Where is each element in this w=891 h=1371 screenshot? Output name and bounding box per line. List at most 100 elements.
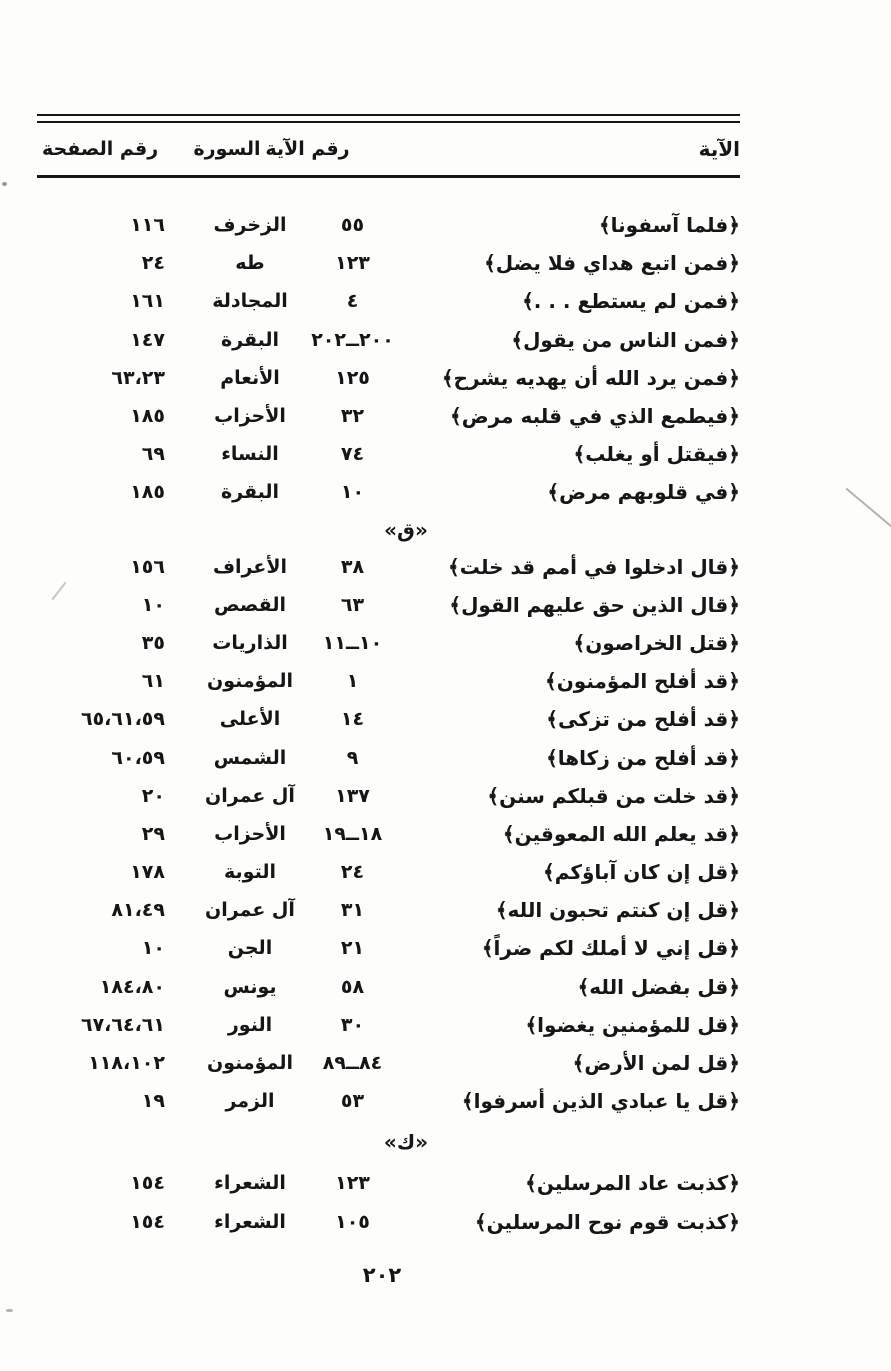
verse-text: ﴿قال ادخلوا في أمم قد خلت﴾ [448,554,740,579]
verse-text: ﴿قد يعلم الله المعوقين﴾ [502,821,740,846]
table-row: ﴿فمن لم يستطع . . .﴾ ٤ المجادلة ١٦١ [37,282,740,320]
verse-text: ﴿قل لمن الأرض﴾ [572,1051,740,1076]
table-body: ﴿فلما آسفونا﴾ ٥٥ الزخرف ١١٦ ﴿فمن اتبع هداي ف… [37,206,740,1241]
page-number: ٨١،٤٩ [111,899,165,922]
verse-number: ٢٠٠ــ٢٠٢ [311,328,394,351]
verse-number: ١٨ــ١٩ [322,822,383,845]
verse-number: ١٠ــ١١ [322,631,383,654]
page-number: ١٥٦ [130,555,165,578]
table-row: ﴿فلما آسفونا﴾ ٥٥ الزخرف ١١٦ [37,206,740,244]
surah-name: الزمر [225,1090,275,1113]
page-number: ١٨٤،٨٠ [99,975,165,998]
page-number: ١٠ [141,593,165,616]
table-row: ﴿فيطمع الذي في قلبه مرض﴾ ٣٢ الأحزاب ١٨٥ [37,397,740,435]
verse-text: ﴿قال الذين حق عليهم القول﴾ [449,592,740,617]
table-row: ﴿فمن يرد الله أن يهديه يشرح﴾ ١٢٥ الأنعام ٦٣… [37,359,740,397]
verse-number: ٩ [346,746,359,769]
table-row: ﴿قال ادخلوا في أمم قد خلت﴾ ٣٨ الأعراف ١٥٦ [37,548,740,586]
page-number: ١٥٤ [130,1172,165,1195]
table-row: ﴿قل إني لا أملك لكم ضراً﴾ ٢١ الجن ١٠ [37,929,740,967]
page-number: ٦٣،٢٣ [111,366,165,389]
surah-name: يونس [223,975,277,998]
table-row: ﴿في قلوبهم مرض﴾ ١٠ البقرة ١٨٥ [37,473,740,511]
verse-text: ﴿فمن لم يستطع . . .﴾ [522,289,740,314]
page-number: ٣٥ [141,631,165,654]
surah-name: الأنعام [220,366,280,389]
surah-name: الأحزاب [214,822,286,845]
page-number: ٢٤ [141,252,165,275]
top-double-rule [37,114,740,123]
verse-number: ٣٨ [340,555,365,578]
table-header-row: الآية رقم الآية السورة رقم الصفحة [37,123,740,175]
surah-name: الأعراف [212,555,288,578]
verse-text: ﴿كذبت قوم نوح المرسلين﴾ [474,1209,740,1234]
table-row: ﴿قد أفلح المؤمنون﴾ ١ المؤمنون ٦١ [37,662,740,700]
verse-text: ﴿قتل الخراصون﴾ [573,630,740,655]
scan-artifact-dot [6,1309,13,1312]
verse-text: ﴿قل إن كان آباؤكم﴾ [542,860,740,885]
surah-name: الذاريات [212,631,288,654]
page-number: ١٦١ [130,290,165,313]
section-letter: «ق» [384,517,428,542]
verse-text: ﴿قد أفلح المؤمنون﴾ [544,669,740,694]
surah-name: النور [227,1013,273,1036]
surah-name: الأحزاب [214,405,286,428]
column-header-surah: السورة [193,138,261,160]
verse-number: ٥٥ [340,214,365,237]
page-number: ٦٧،٦٤،٦١ [80,1013,165,1036]
verse-index-table: الآية رقم الآية السورة رقم الصفحة ﴿فلما … [37,114,740,1241]
verse-text: ﴿فمن اتبع هداي فلا يضل﴾ [484,251,740,276]
header-bottom-rule [37,175,740,178]
table-row: ﴿قل لمن الأرض﴾ ٨٤ــ٨٩ المؤمنون ١١٨،١٠٢ [37,1044,740,1082]
verse-number: ٥٨ [340,975,365,998]
table-row: ﴿كذبت قوم نوح المرسلين﴾ ١٠٥ الشعراء ١٥٤ [37,1203,740,1241]
verse-number: ١٢٣ [335,252,370,275]
verse-text: ﴿قد أفلح من زكاها﴾ [546,745,740,770]
surah-name: الأعلى [219,708,281,731]
verse-text: ﴿فيطمع الذي في قلبه مرض﴾ [450,404,740,429]
verse-number: ٨٤ــ٨٩ [322,1052,383,1075]
verse-text: ﴿فيقتل أو يغلب﴾ [573,442,740,467]
surah-name: آل عمران [205,784,295,807]
table-row: ﴿قل بفضل الله﴾ ٥٨ يونس ١٨٤،٨٠ [37,968,740,1006]
column-header-page-number: رقم الصفحة [42,138,159,160]
verse-number: ٣٠ [340,1013,365,1036]
surah-name: التوبة [224,861,276,884]
table-row: ﴿قد يعلم الله المعوقين﴾ ١٨ــ١٩ الأحزاب ٢٩ [37,815,740,853]
verse-number: ١٠٥ [335,1210,370,1233]
page-number: ١١٦ [130,214,165,237]
page-number: ١٧٨ [130,861,165,884]
verse-text: ﴿قد خلت من قبلكم سنن﴾ [487,783,740,808]
table-row: ﴿قل يا عبادي الذين أسرفوا﴾ ٥٣ الزمر ١٩ [37,1082,740,1120]
verse-number: ٦٣ [340,593,365,616]
surah-name: آل عمران [205,899,295,922]
section-letter: «ك» [383,1130,429,1155]
surah-name: الزخرف [213,214,287,237]
verse-text: ﴿قل يا عبادي الذين أسرفوا﴾ [461,1089,740,1114]
verse-number: ١ [346,670,359,693]
verse-text: ﴿في قلوبهم مرض﴾ [547,480,740,505]
table-row: ﴿قتل الخراصون﴾ ١٠ــ١١ الذاريات ٣٥ [37,624,740,662]
verse-number: ١٠ [340,481,365,504]
page-number: ١٨٥ [130,481,165,504]
section-divider: «ق» [37,512,740,548]
verse-number: ١٣٧ [335,784,370,807]
page-number: ٦٥،٦١،٥٩ [80,708,165,731]
surah-name: الشمس [213,746,287,769]
verse-text: ﴿فلما آسفونا﴾ [598,213,740,238]
table-row: ﴿قد أفلح من زكاها﴾ ٩ الشمس ٦٠،٥٩ [37,738,740,776]
surah-name: طه [235,252,265,275]
verse-number: ١٤ [340,708,365,731]
surah-name: الشعراء [214,1210,286,1233]
section-divider: «ك» [37,1120,740,1164]
verse-text: ﴿قل للمؤمنين يغضوا﴾ [525,1012,740,1037]
page-number: ٦٠،٥٩ [111,746,165,769]
table-row: ﴿قد خلت من قبلكم سنن﴾ ١٣٧ آل عمران ٢٠ [37,777,740,815]
page-number: ١٨٥ [130,405,165,428]
page-number: ٦١ [141,670,165,693]
surah-name: النساء [221,443,279,466]
table-row: ﴿قال الذين حق عليهم القول﴾ ٦٣ القصص ١٠ [37,586,740,624]
scan-artifact-dot [2,182,7,186]
column-header-verse-number: رقم الآية [265,138,350,160]
column-header-verse: الآية [698,137,740,161]
